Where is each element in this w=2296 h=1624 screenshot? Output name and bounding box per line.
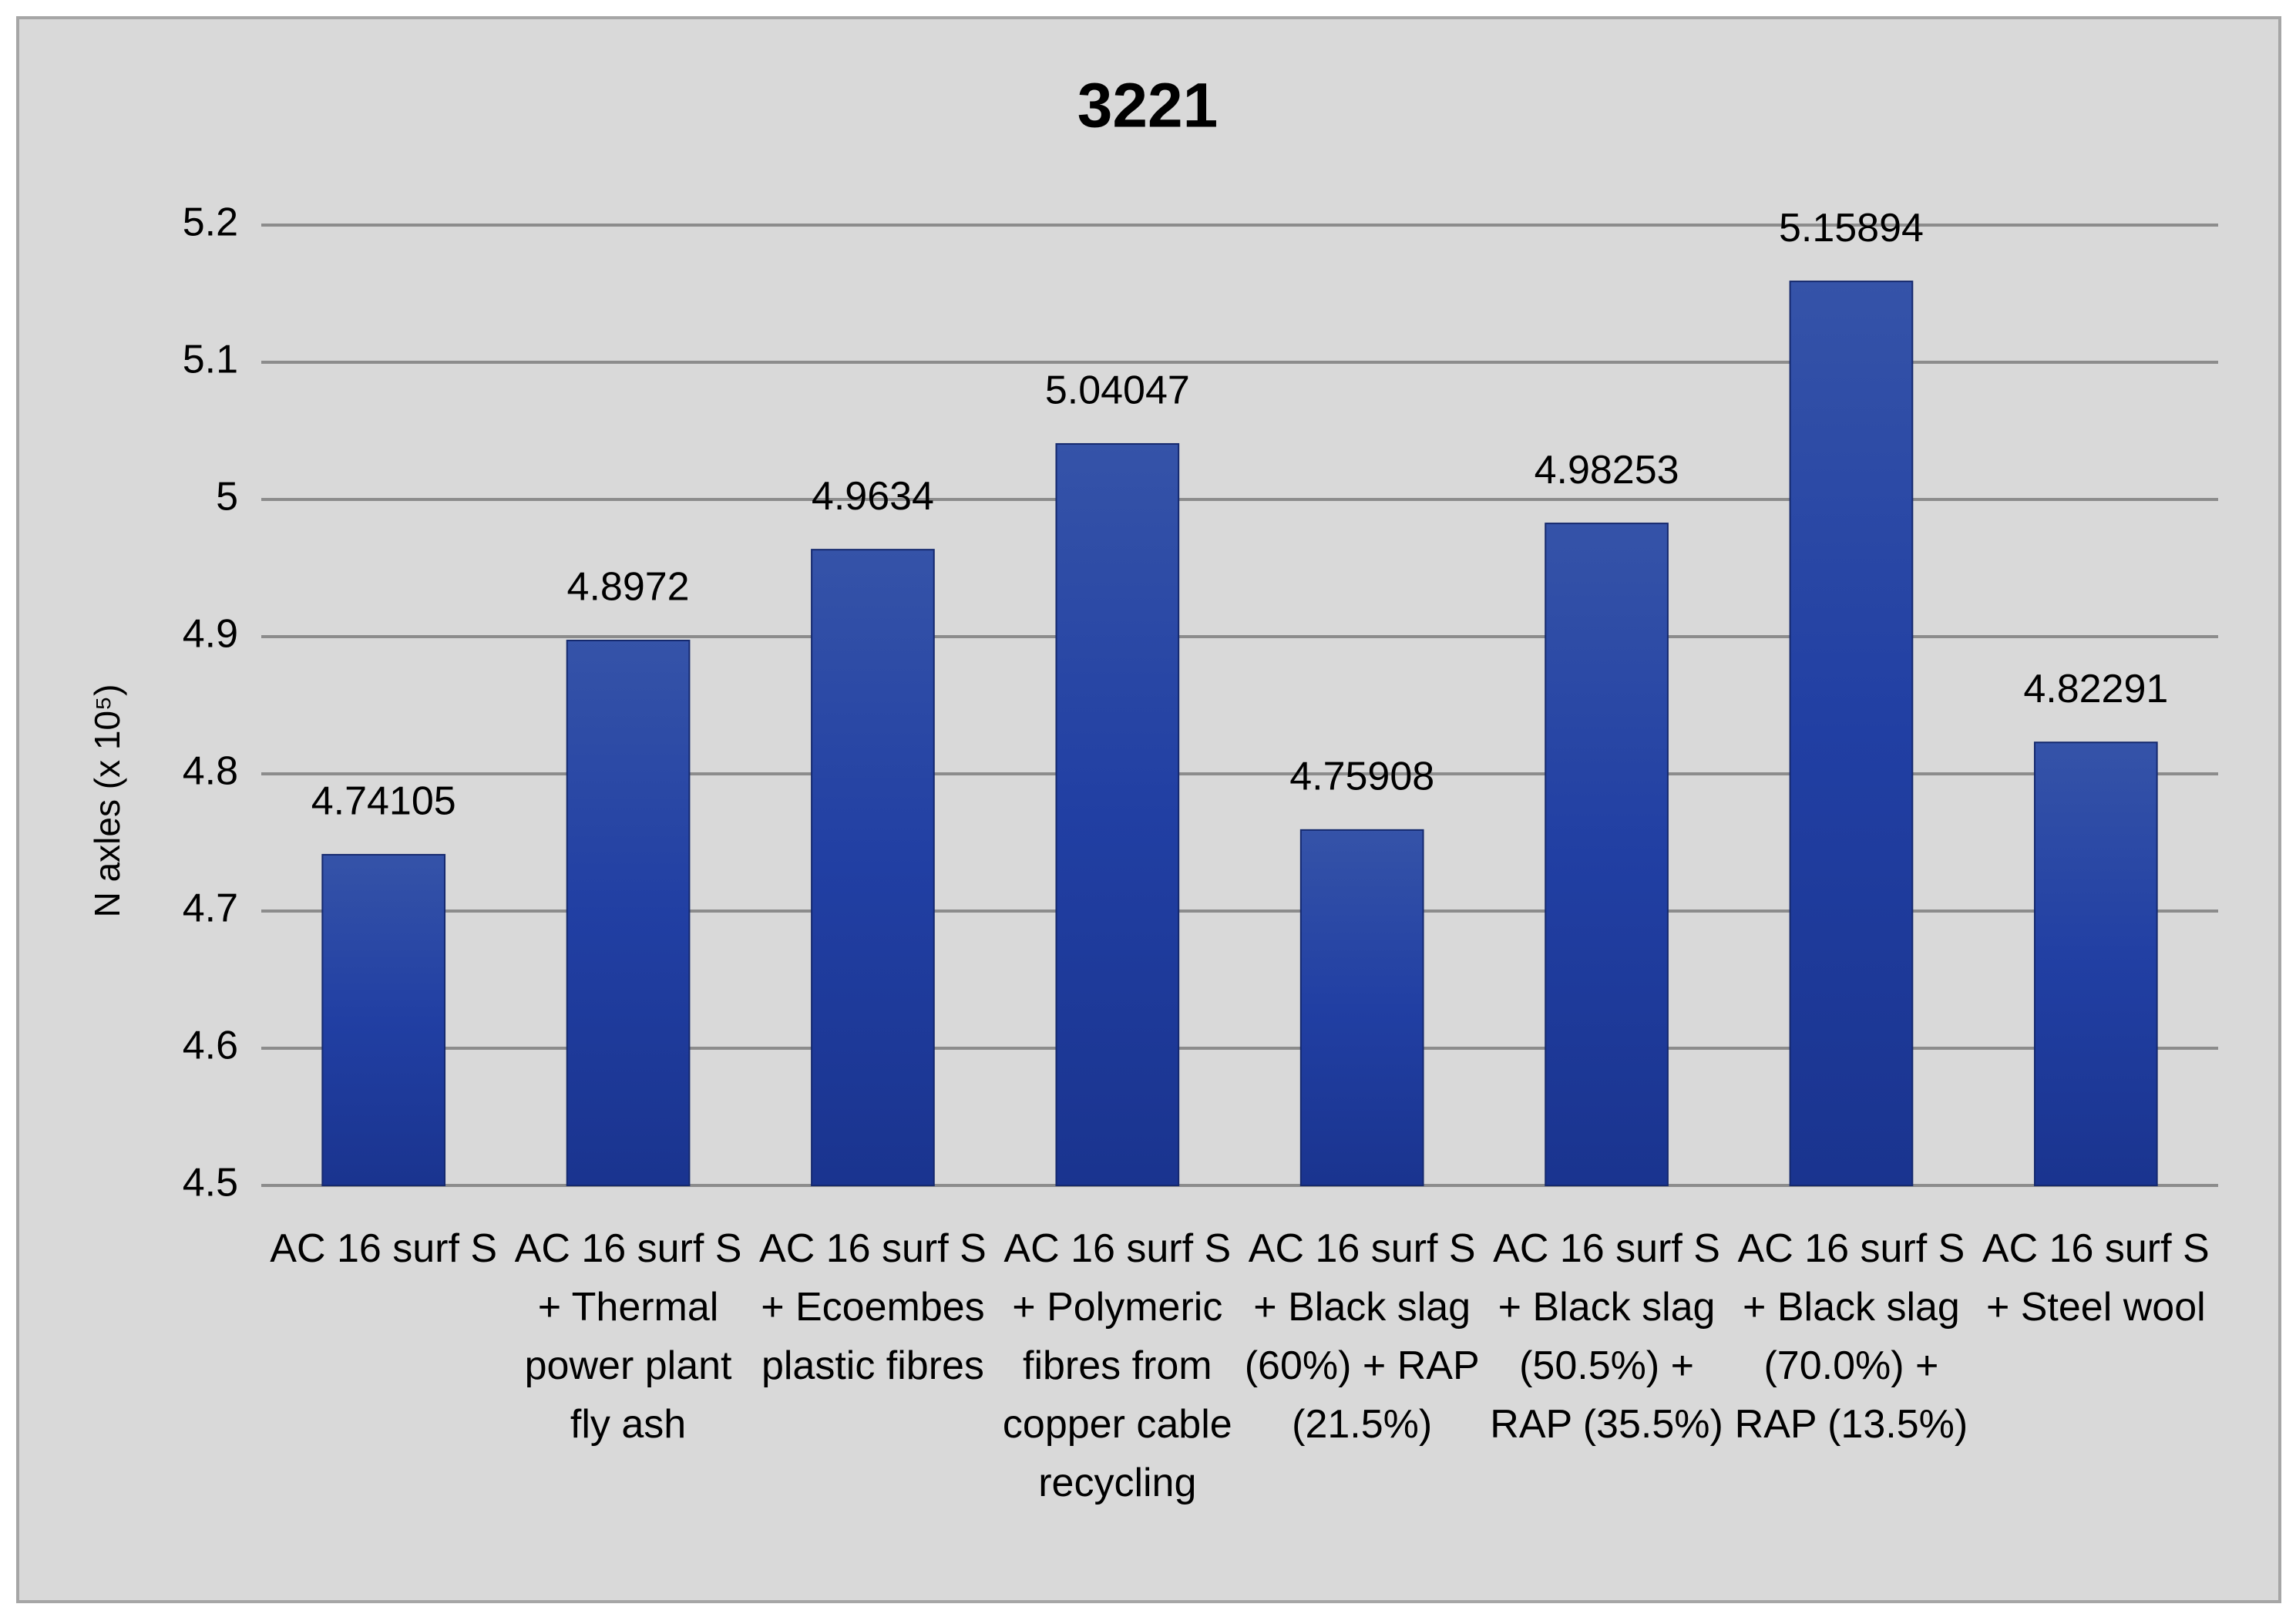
- value-label: 5.15894: [1779, 206, 1924, 250]
- x-tick-label-box: AC 16 surf S + Black slag (60%) + RAP (2…: [1244, 1226, 1480, 1447]
- bar: [811, 549, 935, 1186]
- bar: [1299, 829, 1424, 1187]
- bar: [2033, 741, 2158, 1186]
- x-tick-label-box: AC 16 surf S + Black slag (50.5%) + RAP …: [1490, 1226, 1723, 1447]
- x-tick-label: AC 16 surf S + Black slag (60%) + RAP (2…: [1244, 1226, 1480, 1447]
- y-tick-label: 4.8: [183, 749, 238, 794]
- y-tick-label: 5.2: [183, 200, 238, 245]
- x-tick-label-box: AC 16 surf S + Polymeric fibres from cop…: [1002, 1226, 1232, 1505]
- x-tick-label-box: AC 16 surf S + Thermal power plant fly a…: [514, 1226, 742, 1447]
- x-tick-label: AC 16 surf S + Polymeric fibres from cop…: [1002, 1226, 1232, 1505]
- x-tick-label: AC 16 surf S + Thermal power plant fly a…: [514, 1226, 742, 1447]
- y-tick-label: 4.7: [183, 886, 238, 931]
- x-tick-label: AC 16 surf S: [270, 1226, 498, 1271]
- chart-title: 3221: [1077, 71, 1218, 141]
- value-label: 4.82291: [2023, 667, 2168, 711]
- y-tick-label: 5.1: [183, 338, 238, 382]
- x-tick-label-box: AC 16 surf S: [270, 1226, 498, 1271]
- y-axis-label: N axles (x 10⁵): [87, 684, 127, 918]
- value-label: 5.04047: [1045, 368, 1190, 413]
- bar: [1055, 442, 1180, 1186]
- bar: [1545, 523, 1669, 1186]
- bar: [566, 639, 691, 1186]
- y-tick-label: 4.6: [183, 1024, 238, 1068]
- x-tick-label: AC 16 surf S + Steel wool: [1982, 1226, 2210, 1330]
- y-tick-label: 5: [216, 475, 238, 519]
- bar: [321, 853, 446, 1187]
- value-label: 4.98253: [1535, 448, 1679, 493]
- value-label: 4.9634: [812, 474, 934, 519]
- bar: [1789, 281, 1914, 1186]
- value-label: 4.8972: [567, 565, 690, 610]
- x-tick-label: AC 16 surf S + Black slag (50.5%) + RAP …: [1490, 1226, 1723, 1447]
- x-tick-label-box: AC 16 surf S + Ecoembes plastic fibres: [759, 1226, 987, 1388]
- x-tick-label: AC 16 surf S + Ecoembes plastic fibres: [759, 1226, 987, 1388]
- x-tick-label-box: AC 16 surf S + Black slag (70.0%) + RAP …: [1734, 1226, 1968, 1447]
- y-tick-label: 4.9: [183, 612, 238, 657]
- x-tick-label-box: AC 16 surf S + Steel wool: [1982, 1226, 2210, 1330]
- x-tick-label: AC 16 surf S + Black slag (70.0%) + RAP …: [1734, 1226, 1968, 1447]
- value-label: 4.75908: [1289, 755, 1434, 799]
- value-label: 4.74105: [311, 779, 456, 824]
- y-tick-label: 4.5: [183, 1161, 238, 1205]
